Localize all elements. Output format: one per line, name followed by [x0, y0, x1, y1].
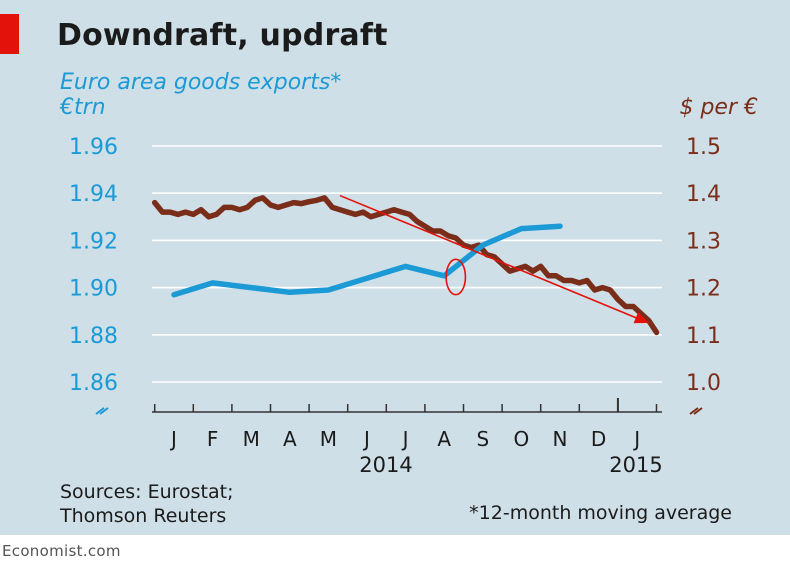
- chart-title: Downdraft, updraft: [57, 18, 388, 53]
- x-tick-label: M: [320, 427, 337, 451]
- sources: Sources: Eurostat; Thomson Reuters: [60, 480, 234, 528]
- exports-line: [171, 223, 563, 298]
- highlight-ellipse: [445, 258, 467, 296]
- left-tick-label: 1.88: [69, 324, 118, 349]
- trend-arrow-head-icon: [633, 312, 649, 324]
- footnote: *12-month moving average: [469, 502, 732, 524]
- right-axis-ticks: 1.5 1.4 1.3 1.2 1.1 1.0: [686, 135, 721, 415]
- grid-lines: [152, 145, 662, 383]
- left-axis-unit: €trn: [60, 95, 106, 120]
- line-chart: 1.96 1.94 1.92 1.90 1.88 1.86 1.5 1.4 1.3 1.2 1.1…: [69, 135, 721, 477]
- x-tick-label: S: [476, 427, 489, 451]
- exchange-rate-line: [151, 195, 660, 336]
- trend-arrow-line: [339, 194, 650, 324]
- sources-line-1: Sources: Eurostat;: [60, 481, 234, 503]
- chart-frame: Downdraft, updraft Euro area goods expor…: [0, 0, 790, 535]
- left-tick-label: 1.96: [69, 135, 118, 160]
- right-axis-break-icon: [689, 407, 703, 415]
- right-tick-label: 1.3: [686, 229, 721, 254]
- chart-subtitle: Euro area goods exports*: [60, 70, 342, 95]
- year-label: 2015: [609, 453, 662, 477]
- sources-line-2: Thomson Reuters: [60, 505, 227, 527]
- left-tick-label: 1.90: [69, 277, 118, 302]
- annotation-layer: [339, 194, 650, 324]
- right-tick-label: 1.5: [686, 135, 721, 160]
- left-axis-break-icon: [95, 407, 109, 415]
- x-tick-label: M: [243, 427, 260, 451]
- x-tick-label: N: [553, 427, 568, 451]
- year-label: 2014: [359, 453, 412, 477]
- left-tick-label: 1.92: [69, 229, 118, 254]
- x-tick-label: J: [632, 427, 640, 451]
- x-tick-label: J: [401, 427, 409, 451]
- right-tick-label: 1.1: [686, 324, 721, 349]
- right-tick-label: 1.2: [686, 277, 721, 302]
- x-tick-label: D: [591, 427, 606, 451]
- x-tick-label: J: [169, 427, 177, 451]
- right-tick-label: 1.4: [686, 182, 721, 207]
- x-tick-label: O: [514, 427, 530, 451]
- x-tick-label: A: [283, 427, 297, 451]
- x-tick-label: F: [207, 427, 219, 451]
- series-layer: [151, 195, 660, 336]
- publisher-footer: Economist.com: [2, 542, 121, 560]
- left-tick-label: 1.86: [69, 371, 118, 396]
- left-axis-ticks: 1.96 1.94 1.92 1.90 1.88 1.86: [69, 135, 118, 415]
- right-axis-unit: $ per €: [679, 95, 758, 120]
- right-tick-label: 1.0: [686, 371, 721, 396]
- x-tick-label: A: [437, 427, 451, 451]
- left-tick-label: 1.94: [69, 182, 118, 207]
- economist-red-tag: [0, 14, 19, 54]
- x-tick-label: J: [362, 427, 370, 451]
